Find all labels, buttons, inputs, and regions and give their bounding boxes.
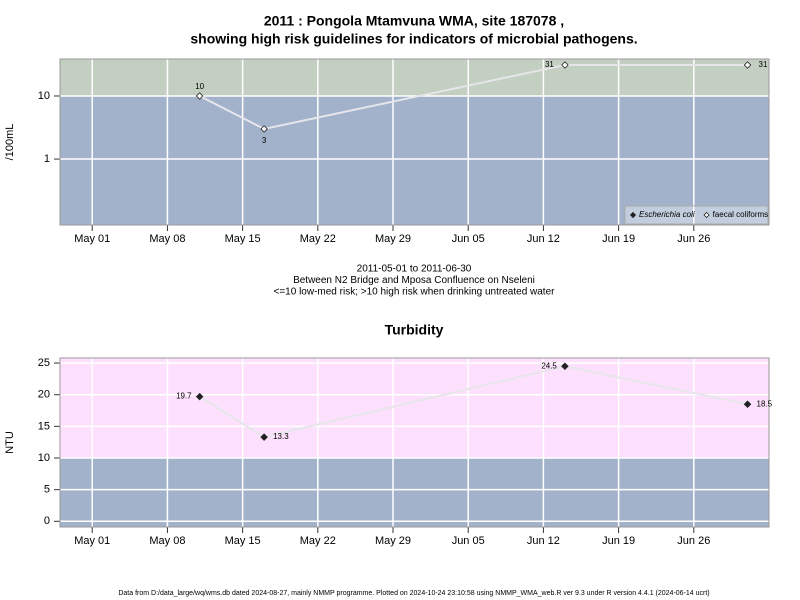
x-tick-label: Jun 05 bbox=[452, 535, 485, 547]
chart-subtitle: showing high risk guidelines for indicat… bbox=[190, 31, 637, 47]
data-label: 13.3 bbox=[273, 432, 289, 441]
legend-marker bbox=[629, 211, 637, 219]
y-tick-label: 20 bbox=[38, 389, 50, 401]
y-axis-label: NTU bbox=[4, 431, 16, 454]
legend-label: faecal coliforms bbox=[713, 210, 769, 219]
low-risk-band bbox=[60, 458, 769, 527]
annotation: 2011-05-01 to 2011-06-30 bbox=[357, 264, 472, 275]
x-tick-label: May 29 bbox=[375, 535, 411, 547]
y-tick-label: 1 bbox=[44, 153, 50, 165]
x-tick-label: Jun 26 bbox=[677, 535, 710, 547]
legend-label: Escherichia coli bbox=[639, 210, 695, 219]
data-point bbox=[561, 61, 569, 69]
chart-title: Turbidity bbox=[385, 322, 444, 338]
series-line bbox=[199, 64, 748, 131]
x-tick-label: May 29 bbox=[375, 233, 411, 245]
y-axis-label: /100mL bbox=[4, 124, 16, 161]
legend-marker bbox=[703, 211, 710, 219]
x-tick-label: May 01 bbox=[74, 233, 110, 245]
footer: Data from D:/data_large/wq/wms.db dated … bbox=[118, 590, 709, 597]
y-tick-label: 0 bbox=[44, 515, 50, 527]
x-tick-label: Jun 12 bbox=[527, 233, 560, 245]
x-tick-label: May 22 bbox=[300, 535, 336, 547]
x-tick-label: May 08 bbox=[149, 535, 185, 547]
y-tick-label: 10 bbox=[38, 452, 50, 464]
legend: Escherichia coli faecal coliforms bbox=[624, 205, 769, 225]
data-label: 24.5 bbox=[541, 361, 557, 370]
y-tick-label: 25 bbox=[38, 357, 50, 369]
data-label: 3 bbox=[262, 136, 267, 145]
x-tick-label: May 15 bbox=[225, 535, 261, 547]
y-tick-label: 15 bbox=[38, 420, 50, 432]
x-tick-label: Jun 26 bbox=[677, 233, 710, 245]
chart-title: 2011 : Pongola Mtamvuna WMA, site 187078… bbox=[264, 13, 564, 29]
data-point bbox=[743, 61, 752, 69]
annotation: <=10 low-med risk; >10 high risk when dr… bbox=[274, 287, 556, 298]
plot-frame bbox=[59, 357, 770, 528]
x-tick-label: Jun 05 bbox=[452, 233, 485, 245]
data-label: 18.5 bbox=[757, 399, 773, 408]
series-line bbox=[199, 365, 748, 439]
legend-box bbox=[624, 205, 769, 225]
data-point bbox=[743, 400, 752, 408]
data-label: 19.7 bbox=[176, 392, 192, 401]
plot-frame bbox=[59, 58, 770, 226]
data-label: 31 bbox=[545, 60, 554, 69]
data-label: 10 bbox=[195, 82, 204, 91]
y-tick-label: 5 bbox=[44, 484, 50, 496]
data-point bbox=[195, 92, 204, 100]
x-tick-label: May 08 bbox=[149, 233, 185, 245]
y-tick-label: 10 bbox=[38, 90, 50, 102]
x-tick-label: May 15 bbox=[225, 233, 261, 245]
data-point bbox=[195, 392, 204, 401]
x-tick-label: Jun 19 bbox=[602, 233, 635, 245]
x-tick-label: May 22 bbox=[300, 233, 336, 245]
data-point bbox=[561, 362, 569, 370]
high-risk-band bbox=[60, 358, 769, 459]
data-point bbox=[260, 125, 268, 133]
x-tick-label: May 01 bbox=[74, 535, 110, 547]
annotation: Between N2 Bridge and Mposa Confluence o… bbox=[293, 275, 535, 286]
x-tick-label: Jun 19 bbox=[602, 535, 635, 547]
data-label: 31 bbox=[759, 60, 768, 69]
low-risk-band bbox=[60, 95, 769, 225]
data-point bbox=[260, 433, 268, 441]
x-tick-label: Jun 12 bbox=[527, 535, 560, 547]
